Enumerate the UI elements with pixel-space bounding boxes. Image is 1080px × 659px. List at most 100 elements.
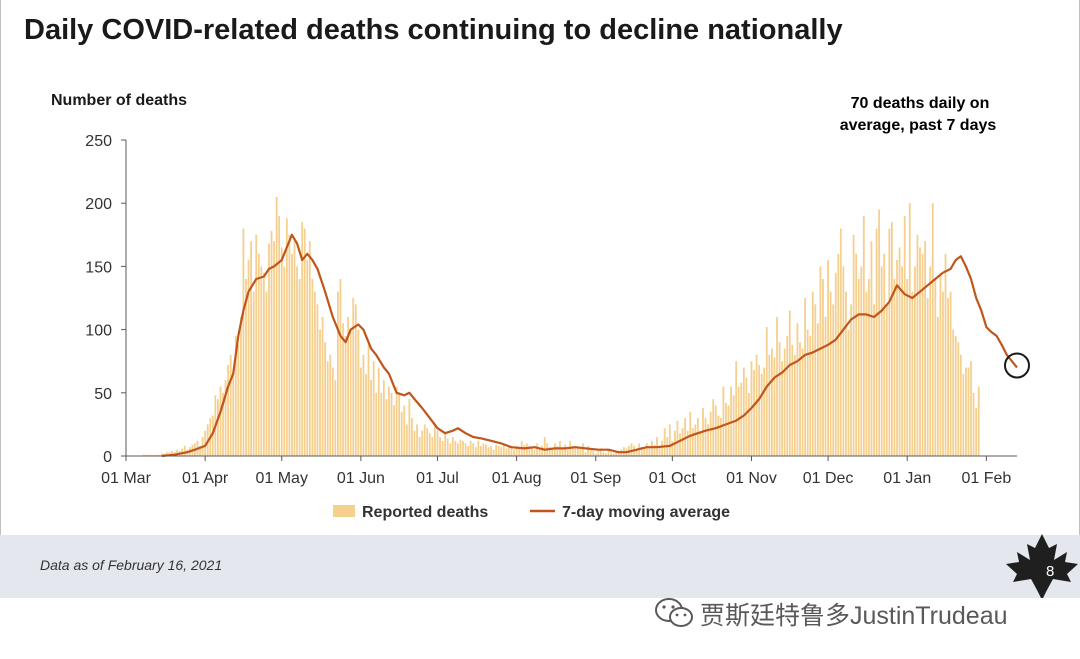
x-tick-label: 01 Apr [182, 470, 229, 487]
bar [579, 449, 582, 456]
bar [382, 380, 385, 456]
bar [712, 399, 715, 456]
bar [597, 450, 600, 456]
bar [691, 428, 694, 456]
bar [768, 354, 771, 456]
bar [689, 411, 692, 456]
bar [500, 447, 503, 456]
bar [564, 444, 567, 456]
data-date-note: Data as of February 16, 2021 [40, 557, 223, 573]
bar [487, 447, 490, 456]
y-tick-label: 50 [94, 386, 112, 403]
bar [247, 260, 250, 456]
bar [451, 437, 454, 456]
bar [380, 392, 383, 456]
bar [972, 392, 975, 456]
bar [518, 448, 521, 456]
bar [732, 395, 735, 456]
bar [168, 452, 171, 456]
bar [862, 215, 865, 456]
legend-label-line: 7-day moving average [562, 504, 730, 521]
bar [615, 452, 618, 456]
bar [354, 304, 357, 456]
bar [245, 279, 247, 456]
bar [405, 424, 408, 456]
bar [939, 272, 942, 456]
bar [359, 367, 362, 456]
bar [165, 452, 168, 456]
bar [217, 399, 219, 456]
wechat-icon [655, 598, 693, 627]
bar [679, 433, 681, 456]
bar [454, 440, 457, 456]
bar [398, 392, 401, 456]
bar [260, 266, 263, 456]
y-tick-label: 200 [85, 196, 112, 213]
bar [365, 373, 367, 456]
bar [268, 243, 270, 456]
bar [952, 329, 955, 456]
bar [416, 424, 418, 456]
bar [931, 203, 934, 456]
bar [280, 247, 283, 456]
bar [211, 415, 214, 456]
bar [885, 304, 888, 456]
page-number: 8 [1046, 563, 1055, 580]
bar [464, 443, 467, 456]
footer-bar [0, 535, 1080, 598]
bar [755, 354, 758, 456]
x-tick-label: 01 Feb [961, 470, 1011, 487]
bar [576, 448, 579, 456]
bar [671, 440, 674, 456]
bar [605, 453, 607, 456]
bar [793, 354, 796, 456]
y-tick-label: 0 [103, 449, 112, 466]
bar [947, 298, 949, 456]
bar [508, 445, 510, 456]
bar [291, 253, 293, 456]
bar [239, 316, 242, 456]
bar [610, 452, 612, 456]
bar [822, 279, 824, 456]
bar [786, 335, 789, 456]
bar [538, 448, 541, 456]
bar [339, 279, 342, 456]
bar [232, 373, 235, 456]
bar [148, 454, 150, 456]
bar [255, 234, 258, 456]
bar [735, 361, 738, 456]
bar [668, 424, 671, 456]
bar [684, 418, 687, 456]
bar [543, 437, 546, 456]
bar [908, 203, 911, 456]
bar [242, 228, 245, 456]
bar [308, 241, 311, 456]
bar [824, 316, 827, 456]
bar [696, 418, 699, 456]
bar [352, 298, 355, 456]
bar [926, 298, 929, 456]
bar [314, 291, 316, 456]
bar [888, 228, 891, 456]
bar [467, 445, 469, 456]
bar [727, 405, 730, 456]
bar [796, 323, 799, 456]
bar [599, 448, 602, 456]
bar [525, 443, 528, 456]
bar [944, 253, 947, 456]
bar [316, 304, 319, 456]
bar [377, 367, 380, 456]
bar [334, 380, 337, 456]
bar [574, 447, 577, 456]
bar [551, 449, 554, 456]
bar [776, 316, 778, 456]
bar [571, 445, 574, 456]
bar [906, 279, 909, 456]
bar [868, 279, 870, 456]
bar [916, 234, 919, 456]
bar [298, 279, 301, 456]
bar [852, 234, 855, 456]
bar [541, 445, 544, 456]
bar [977, 386, 980, 456]
bar [513, 449, 515, 456]
